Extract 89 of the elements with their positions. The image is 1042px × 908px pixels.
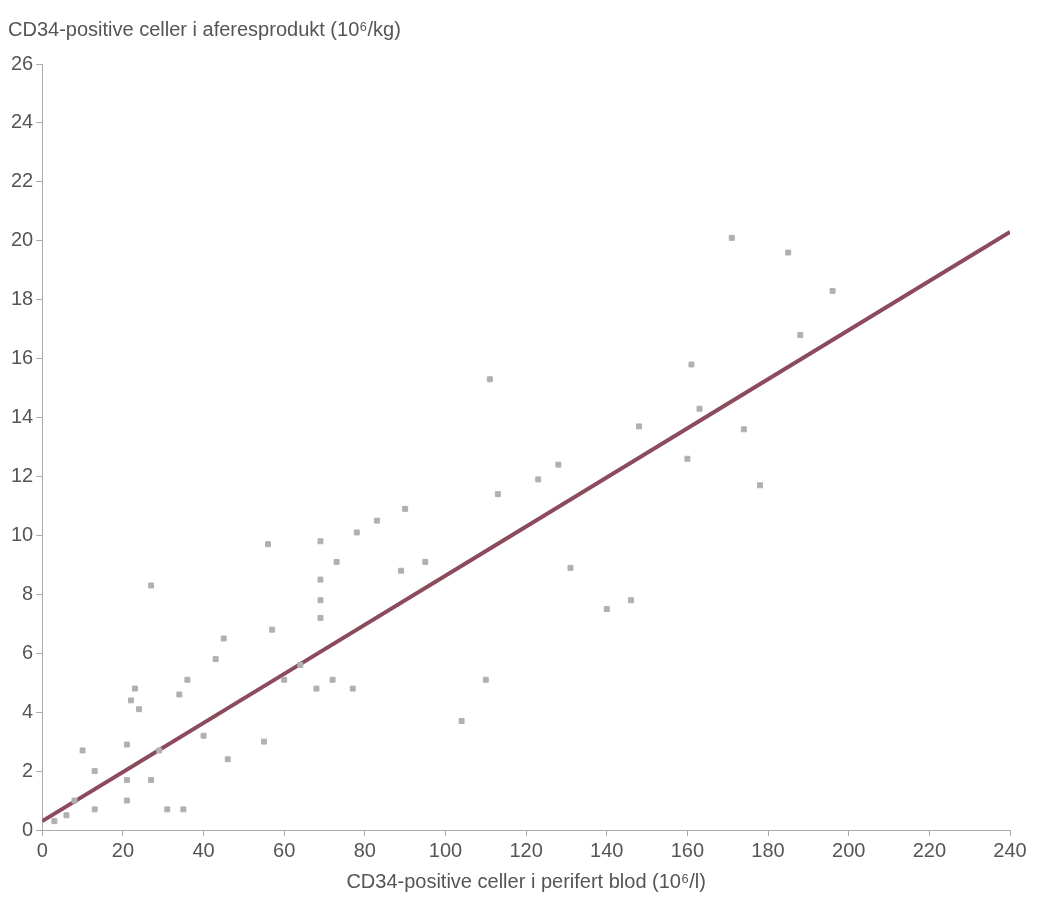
point: [317, 597, 324, 604]
point: [317, 576, 324, 583]
point: [148, 776, 155, 783]
point: [688, 361, 695, 368]
point: [684, 455, 691, 462]
x-tick-label: 100: [428, 838, 463, 861]
point: [829, 287, 836, 294]
point: [785, 249, 792, 256]
y-axis-title: CD34-positive celler i aferesprodukt (10⁶/kg): [8, 17, 401, 40]
y-tick-label: 18: [11, 287, 34, 310]
point: [398, 567, 405, 574]
y-tick-label: 22: [11, 169, 34, 192]
point: [63, 812, 70, 819]
x-tick-label: 140: [590, 838, 624, 861]
point: [261, 738, 267, 745]
point: [136, 706, 142, 713]
point: [127, 697, 134, 704]
x-tick-label: 40: [192, 838, 215, 861]
point: [156, 747, 163, 754]
point: [696, 405, 703, 412]
point: [176, 691, 183, 698]
x-tick-label: 20: [111, 838, 135, 861]
y-tick-label: 16: [11, 346, 34, 369]
point: [91, 768, 98, 775]
y-tick-label: 8: [22, 581, 34, 604]
point: [317, 538, 324, 545]
point: [91, 806, 98, 813]
y-tick-label: 20: [11, 228, 34, 251]
point: [349, 685, 356, 692]
point: [482, 676, 489, 683]
y-tick-label: 10: [11, 522, 34, 545]
point: [486, 376, 493, 383]
point: [353, 529, 360, 536]
point: [728, 234, 735, 241]
point: [636, 423, 642, 430]
point: [422, 558, 429, 565]
point: [180, 806, 187, 813]
y-tick-label: 24: [11, 110, 34, 133]
point: [458, 718, 465, 724]
point: [555, 461, 562, 468]
x-tick-label: 160: [670, 838, 705, 861]
point: [535, 476, 542, 483]
y-tick-label: 4: [22, 699, 34, 722]
point: [132, 685, 138, 692]
x-tick-label: 0: [36, 838, 48, 861]
y-tick-label: 14: [11, 405, 34, 428]
point: [51, 818, 58, 825]
y-tick-label: 26: [11, 51, 34, 74]
x-axis-title: CD34-positive celler i perifert blod (10⁶/l): [346, 869, 706, 892]
point: [317, 614, 324, 621]
point: [71, 797, 78, 804]
point: [627, 597, 634, 604]
point: [148, 582, 155, 589]
point: [123, 797, 130, 804]
point: [373, 517, 380, 524]
point: [313, 685, 320, 692]
y-tick-label: 6: [22, 640, 34, 663]
x-tick-label: 220: [912, 838, 947, 861]
point: [567, 564, 574, 571]
point: [740, 426, 747, 433]
y-tick-label: 0: [22, 817, 34, 840]
point: [265, 541, 272, 548]
x-tick-label: 60: [273, 838, 296, 861]
point: [212, 656, 219, 663]
point: [269, 626, 276, 633]
x-tick-label: 80: [353, 838, 376, 861]
point: [184, 676, 191, 683]
point: [220, 635, 227, 642]
point: [123, 776, 130, 783]
x-tick-label: 200: [832, 838, 866, 861]
y-tick-label: 12: [11, 463, 34, 486]
x-tick-label: 180: [751, 838, 785, 861]
point: [603, 606, 610, 613]
y-tick-label: 2: [22, 758, 34, 781]
point: [123, 741, 130, 748]
point: [402, 505, 409, 512]
point: [79, 747, 86, 754]
point: [297, 662, 304, 668]
point: [281, 676, 288, 683]
point: [224, 756, 231, 763]
point: [757, 482, 763, 489]
point: [333, 558, 340, 565]
point: [494, 491, 501, 498]
point: [200, 732, 207, 739]
point: [164, 806, 171, 813]
x-tick-label: 240: [993, 838, 1027, 861]
point: [797, 332, 804, 339]
point: [329, 676, 336, 683]
x-tick-label: 120: [509, 838, 543, 861]
